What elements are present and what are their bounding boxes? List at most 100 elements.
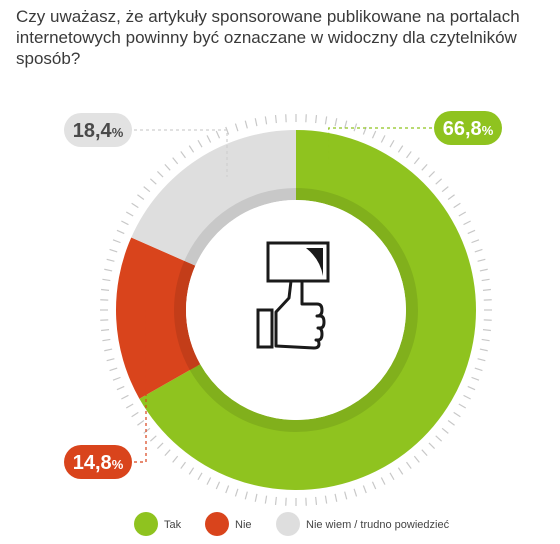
- legend-swatch: [276, 512, 300, 536]
- tick-mark: [421, 163, 428, 171]
- tick-mark: [121, 220, 129, 226]
- legend-swatch: [205, 512, 229, 536]
- tick-mark: [481, 338, 490, 342]
- tick-mark: [353, 123, 358, 132]
- tick-mark: [274, 115, 277, 124]
- legend-item-nie: Nie: [205, 512, 252, 536]
- tick-mark: [362, 485, 367, 494]
- callout-nie: 14,8%: [64, 310, 147, 479]
- callout-tak: 66,8%: [328, 111, 502, 164]
- tick-mark: [447, 420, 455, 426]
- callout-nie-wiem-trudno-powiedzie: 18,4%: [64, 113, 228, 177]
- tick-mark: [371, 130, 377, 139]
- tick-mark: [453, 411, 461, 418]
- tick-mark: [479, 348, 488, 352]
- tick-mark: [131, 202, 139, 209]
- tick-mark: [389, 139, 395, 148]
- tick-mark: [121, 394, 129, 400]
- tick-mark: [164, 163, 171, 171]
- callout-value: 66,8%: [443, 118, 494, 140]
- tick-mark: [244, 120, 248, 129]
- tick-mark: [471, 239, 480, 244]
- tick-mark: [125, 403, 134, 409]
- tick-mark: [380, 477, 386, 485]
- tick-mark: [371, 481, 377, 490]
- tick-mark: [188, 467, 195, 475]
- tick-mark: [458, 403, 467, 409]
- legend: Tak Nie Nie wiem / trudno powiedzieć: [134, 512, 450, 536]
- callout-line: [98, 129, 228, 177]
- tick-mark: [234, 123, 239, 132]
- tick-mark: [334, 118, 338, 127]
- tick-mark: [137, 420, 145, 426]
- tick-mark: [406, 461, 412, 469]
- tick-mark: [109, 248, 118, 253]
- tick-mark: [106, 258, 115, 262]
- tick-mark: [481, 278, 490, 282]
- tick-mark: [116, 385, 125, 391]
- tick-mark: [104, 348, 113, 352]
- tick-mark: [164, 449, 171, 457]
- tick-mark: [474, 248, 483, 253]
- tick-mark: [254, 118, 258, 127]
- tick-mark: [477, 258, 486, 262]
- tick-mark: [380, 135, 386, 143]
- tick-mark: [471, 376, 480, 381]
- legend-item-tak: Tak: [134, 512, 182, 536]
- tick-mark: [180, 151, 186, 159]
- slice-gap-tak: [200, 200, 406, 420]
- tick-mark: [447, 194, 455, 200]
- tick-mark: [435, 435, 443, 442]
- callouts: 66,8% 14,8% 18,4%: [64, 111, 502, 479]
- outer-tick-ring: [100, 114, 492, 506]
- tick-mark: [104, 268, 113, 272]
- tick-mark: [156, 442, 164, 450]
- slice-gap-nie: [186, 265, 230, 365]
- tick-mark: [435, 178, 443, 185]
- callout-pill: [64, 445, 132, 479]
- slice-nie: [116, 237, 198, 399]
- slice-gap-nie-wiem-trudno-powiedzie: [195, 200, 296, 280]
- tick-mark: [397, 467, 404, 475]
- tick-mark: [131, 411, 139, 418]
- slice-inner-ring-nie-wiem-trudno-powiedzie: [184, 188, 296, 266]
- tick-mark: [225, 485, 230, 494]
- tick-mark: [215, 481, 221, 490]
- callout-pill: [434, 111, 502, 145]
- tick-mark: [106, 358, 115, 362]
- tick-mark: [143, 427, 151, 434]
- tick-mark: [344, 120, 348, 129]
- tick-mark: [421, 449, 428, 457]
- tick-mark: [215, 130, 221, 139]
- slice-inner-ring-nie: [173, 260, 201, 371]
- tick-mark: [474, 367, 483, 372]
- callout-value: 14,8%: [73, 452, 124, 474]
- tick-mark: [463, 394, 471, 400]
- tick-mark: [413, 455, 420, 463]
- tick-mark: [315, 496, 318, 505]
- tick-mark: [149, 435, 157, 442]
- tick-mark: [482, 329, 491, 332]
- legend-item-nie-wiem-trudno-powiedzie: Nie wiem / trudno powiedzieć: [276, 512, 450, 536]
- tick-mark: [143, 186, 151, 193]
- tick-mark: [172, 455, 179, 463]
- tick-mark: [188, 145, 195, 153]
- tick-mark: [389, 472, 395, 481]
- tick-mark: [397, 145, 404, 153]
- tick-mark: [344, 491, 348, 500]
- tick-mark: [441, 186, 449, 193]
- tick-mark: [274, 496, 277, 505]
- slice-nie-wiem-trudno-powiedzie: [131, 130, 296, 265]
- tick-mark: [441, 427, 449, 434]
- tick-mark: [413, 157, 420, 165]
- tick-mark: [197, 139, 203, 148]
- callout-value: 18,4%: [73, 120, 124, 142]
- tick-mark: [264, 116, 268, 125]
- tick-mark: [428, 442, 436, 450]
- tick-mark: [254, 493, 258, 502]
- tick-mark: [102, 338, 111, 342]
- tick-mark: [156, 170, 164, 178]
- legend-label: Nie wiem / trudno powiedzieć: [306, 519, 450, 531]
- tick-mark: [180, 461, 186, 469]
- tick-mark: [101, 288, 110, 291]
